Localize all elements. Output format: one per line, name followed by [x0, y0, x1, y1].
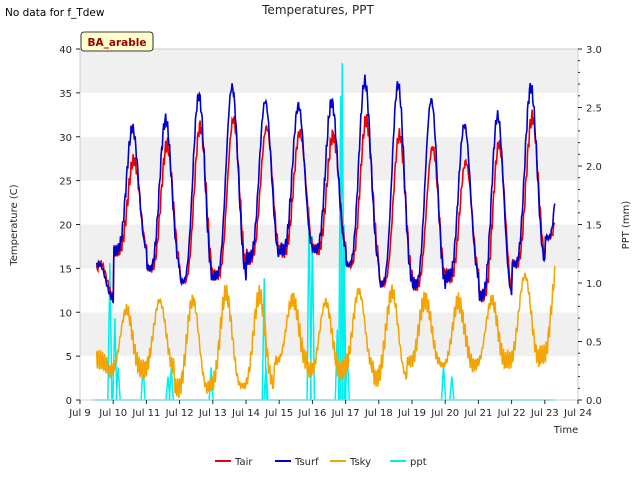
background-band: [80, 356, 578, 400]
tsky-series-line: [95, 265, 556, 398]
x-tick-label: Jul 15: [264, 408, 293, 419]
x-tick-label: Jul 16: [297, 408, 326, 419]
x-tick-label: Jul 12: [165, 408, 194, 419]
y-axis-label: Temperature (C): [9, 184, 20, 266]
y2-tick-label: 2.5: [586, 104, 602, 115]
y-axis-left: 0 5 10 15 20 25 30 35 40: [59, 45, 80, 407]
y2-tick-label: 0.5: [586, 338, 602, 349]
ppt-spike: [263, 367, 269, 401]
x-tick-label: Jul 19: [397, 408, 426, 419]
y-tick-label: 15: [59, 264, 72, 275]
x-tick-label: Jul 13: [198, 408, 227, 419]
tsurf-series-line: [95, 74, 556, 304]
x-tick-label: Jul 21: [463, 408, 492, 419]
y-tick-label: 30: [59, 133, 72, 144]
x-tick-label: Jul 14: [231, 408, 260, 419]
x-tick-label: Jul 17: [331, 408, 360, 419]
y2-tick-label: 2.0: [586, 162, 602, 173]
y-tick-label: 5: [66, 352, 72, 363]
y2-tick-label: 3.0: [586, 45, 602, 56]
x-tick-label: Jul 22: [497, 408, 526, 419]
y2-axis-label: PPT (mm): [621, 201, 632, 250]
x-tick-label: Jul 23: [530, 408, 559, 419]
y-tick-label: 35: [59, 89, 72, 100]
x-tick-label: Jul 18: [364, 408, 393, 419]
x-axis-label: Time: [553, 425, 578, 436]
x-tick-label: Jul 20: [430, 408, 459, 419]
background-band: [80, 268, 578, 313]
y-tick-label: 0: [66, 396, 72, 407]
ppt-spike: [341, 224, 347, 401]
corner-note: No data for f_Tdew: [5, 7, 105, 19]
y-tick-label: 20: [59, 221, 72, 232]
background-band: [80, 312, 578, 357]
legend: Tair Tsurf Tsky ppt: [215, 457, 427, 468]
background-band: [80, 224, 578, 269]
ppt-spike: [337, 95, 344, 401]
x-tick-label: Jul 9: [68, 408, 91, 419]
legend-label-tsky: Tsky: [349, 457, 371, 468]
y2-tick-label: 1.5: [586, 221, 602, 232]
ppt-spike: [115, 367, 121, 401]
y-axis-right: 0.0 0.5 1.0 1.5 2.0 2.5 3.0: [578, 45, 602, 407]
x-tick-label: Jul 11: [131, 408, 160, 419]
x-axis: Jul 9 Jul 10 Jul 11 Jul 12 Jul 13 Jul 14 Jul 1…: [68, 400, 592, 419]
ppt-spike: [306, 206, 312, 401]
chart-title: Temperatures, PPT: [261, 3, 374, 17]
y-tick-label: 25: [59, 177, 72, 188]
y-tick-label: 40: [59, 45, 72, 56]
x-tick-label: Jul 10: [98, 408, 127, 419]
ppt-spike: [344, 353, 351, 401]
ppt-spike: [309, 236, 316, 401]
station-badge-label: BA_arable: [88, 37, 147, 49]
legend-label-ppt: ppt: [410, 457, 427, 468]
legend-label-tair: Tair: [234, 457, 253, 468]
ppt-spike: [112, 318, 118, 401]
ppt-spike: [449, 376, 455, 401]
legend-label-tsurf: Tsurf: [294, 457, 319, 468]
background-band: [80, 49, 578, 93]
ppt-spike: [107, 263, 113, 401]
y2-tick-label: 1.0: [586, 279, 602, 290]
ppt-spike: [261, 278, 268, 401]
y2-tick-label: 0.0: [586, 396, 602, 407]
background-bands: [80, 49, 578, 400]
station-badge: BA_arable: [80, 31, 154, 52]
x-tick-label: Jul 24: [563, 408, 592, 419]
y-tick-label: 10: [59, 308, 72, 319]
